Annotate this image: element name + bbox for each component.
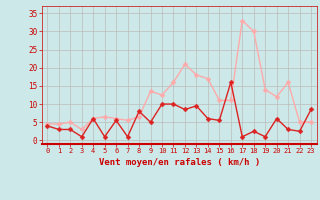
X-axis label: Vent moyen/en rafales ( km/h ): Vent moyen/en rafales ( km/h ) <box>99 158 260 167</box>
